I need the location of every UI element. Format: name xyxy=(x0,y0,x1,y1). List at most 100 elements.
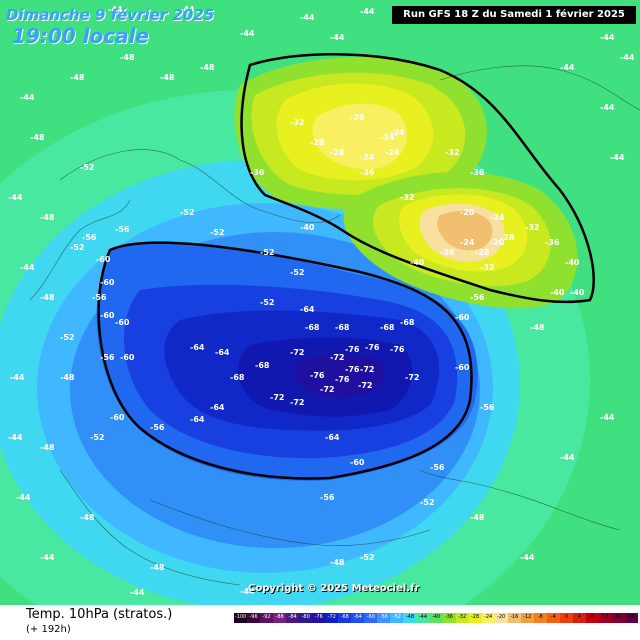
contour-value-label: -56 xyxy=(320,493,335,502)
contour-value-label: -72 xyxy=(320,385,334,394)
contour-value-label: -28 xyxy=(350,113,365,122)
contour-value-label: -48 xyxy=(60,373,75,382)
scale-label: -32 xyxy=(457,614,467,620)
contour-value-label: -24 xyxy=(390,128,405,137)
contour-value-label: -44 xyxy=(300,13,315,22)
contour-value-label: -32 xyxy=(525,223,539,232)
scale-swatch xyxy=(286,613,300,623)
contour-value-label: -76 xyxy=(345,345,360,354)
scale-swatch xyxy=(260,613,274,623)
contour-value-label: -36 xyxy=(440,248,455,257)
contour-value-label: -60 xyxy=(100,311,115,320)
map-variable-title: Temp. 10hPa (stratos.) xyxy=(26,607,173,622)
contour-value-label: -52 xyxy=(60,333,74,342)
contour-value-label: -52 xyxy=(90,433,104,442)
contour-value-label: -48 xyxy=(30,133,45,142)
contour-value-label: -56 xyxy=(470,293,485,302)
contour-value-label: -24 xyxy=(490,213,505,222)
band-minus76 xyxy=(294,354,384,398)
contour-value-label: -44 xyxy=(8,193,23,202)
scale-swatch xyxy=(247,613,261,623)
scale-label: -52 xyxy=(392,614,401,620)
contour-value-label: -76 xyxy=(365,343,380,352)
contour-value-label: -68 xyxy=(230,373,245,382)
scale-swatch xyxy=(299,613,313,623)
forecast-time: 19:00 locale xyxy=(12,24,149,48)
scale-label: -68 xyxy=(340,614,349,620)
contour-value-label: -28 xyxy=(500,233,515,242)
contour-value-label: -44 xyxy=(240,587,255,596)
contour-value-label: -60 xyxy=(120,353,135,362)
scale-label: -8 xyxy=(537,614,543,620)
contour-value-label: -52 xyxy=(420,498,434,507)
contour-value-label: -44 xyxy=(600,33,615,42)
contour-value-label: -32 xyxy=(400,193,414,202)
contour-value-label: -36 xyxy=(360,168,375,177)
contour-value-label: -44 xyxy=(330,33,345,42)
scale-swatch xyxy=(325,613,339,623)
contour-value-label: -44 xyxy=(560,63,575,72)
scale-label: -56 xyxy=(379,614,388,620)
scale-label: -76 xyxy=(314,614,323,620)
scale-swatch xyxy=(377,613,391,623)
scale-label: -64 xyxy=(353,614,362,620)
contour-value-label: -68 xyxy=(335,323,350,332)
scale-swatch xyxy=(312,613,326,623)
contour-value-label: -60 xyxy=(455,313,470,322)
scale-swatch xyxy=(234,613,248,623)
contour-value-label: -44 xyxy=(600,103,615,112)
scale-label: -28 xyxy=(470,614,480,620)
contour-value-label: -44 xyxy=(130,588,145,597)
contour-value-label: -44 xyxy=(10,373,25,382)
temperature-map: -44 -44 -44 -44 -44 -44 -44 -44 -44 -44 -44 -44 -44 -… xyxy=(0,0,640,605)
contour-value-label: -24 xyxy=(460,238,475,247)
contour-value-label: -36 xyxy=(470,168,485,177)
contour-value-label: -36 xyxy=(250,168,265,177)
scale-swatch xyxy=(273,613,287,623)
coastlines xyxy=(29,65,640,586)
contour-value-label: -56 xyxy=(430,463,445,472)
contour-value-label: -52 xyxy=(80,163,94,172)
contour-value-label: -40 xyxy=(565,258,580,267)
contour-value-label: -44 xyxy=(108,5,123,14)
scale-label: -40 xyxy=(431,614,441,620)
contour-value-label: -64 xyxy=(300,305,315,314)
contour-value-label: -24 xyxy=(385,148,400,157)
scale-swatch xyxy=(520,613,534,623)
scale-swatch xyxy=(403,613,417,623)
contour-value-label: -72 xyxy=(358,381,372,390)
contour-value-label: -44 xyxy=(360,7,375,16)
contour-value-label: -28 xyxy=(330,148,345,157)
contour-value-label: -52 xyxy=(70,243,84,252)
contour-value-label: -48 xyxy=(470,513,485,522)
scale-label: 12 xyxy=(602,614,609,620)
contour-value-label: -44 xyxy=(20,93,35,102)
contour-value-label: -20 xyxy=(460,208,475,217)
contour-value-label: -76 xyxy=(345,365,360,374)
scale-swatch xyxy=(390,613,404,623)
contour-value-label: -72 xyxy=(290,398,304,407)
contour-value-label: -76 xyxy=(310,371,325,380)
scale-label: -48 xyxy=(405,614,414,620)
contour-value-label: -48 xyxy=(200,63,215,72)
contour-value-label: -36 xyxy=(545,238,560,247)
contour-value-label: -56 xyxy=(100,353,115,362)
contour-labels: -44 -44 -44 -44 -44 -44 -44 -44 -44 -44 -44 -44 -44 -… xyxy=(8,5,635,597)
contour-value-label: -48 xyxy=(40,293,55,302)
contour-value-label: -20 xyxy=(490,238,505,247)
scale-label: -80 xyxy=(301,614,310,620)
scale-swatch xyxy=(455,613,469,623)
copyright-text: Copyright © 2025 Meteociel.fr xyxy=(248,583,420,594)
scale-label: -60 xyxy=(366,614,375,620)
contour-value-label: -72 xyxy=(360,365,374,374)
model-run-banner: Run GFS 18 Z du Samedi 1 février 2025 xyxy=(392,6,636,24)
scale-label: -84 xyxy=(288,614,297,620)
contour-value-label: -64 xyxy=(190,415,205,424)
contour-value-label: -76 xyxy=(390,345,405,354)
scale-swatch xyxy=(546,613,560,623)
scale-label: -4 xyxy=(550,614,556,620)
scale-label: -12 xyxy=(523,614,532,620)
scale-swatch xyxy=(364,613,378,623)
contour-value-label: -48 xyxy=(80,513,95,522)
contour-value-label: -40 xyxy=(410,258,425,267)
